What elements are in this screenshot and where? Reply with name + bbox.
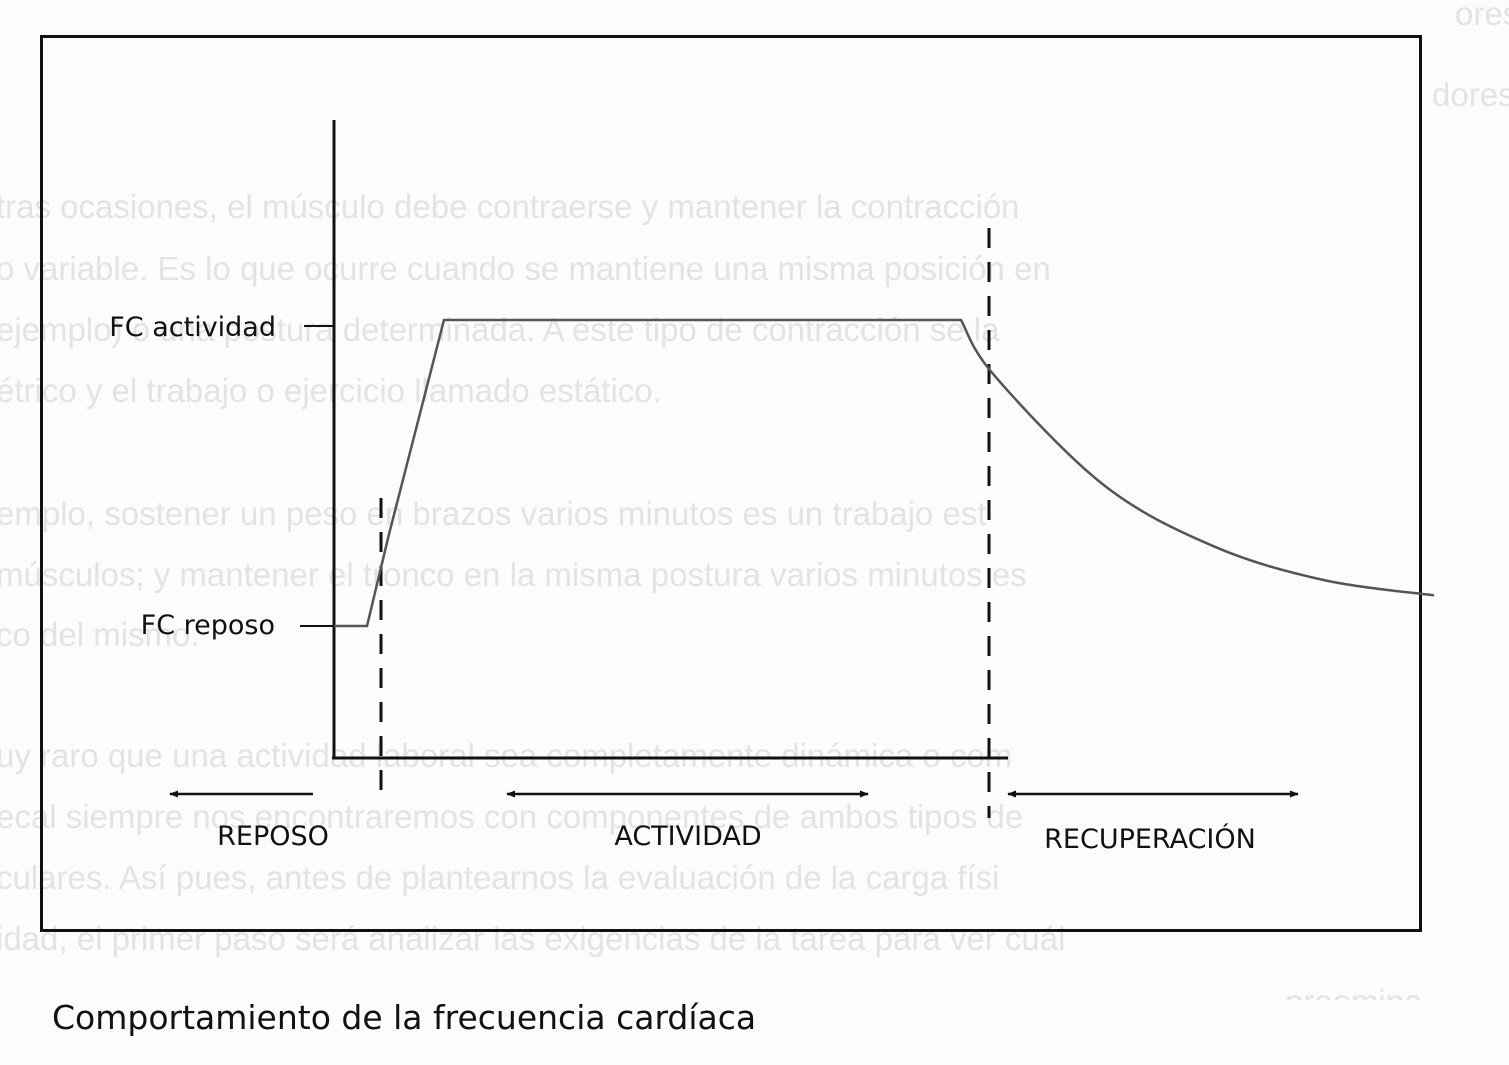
- bg-text-line: ecal siempre nos encontraremos con compo…: [0, 798, 1024, 835]
- y-label-fc-actividad: FC actividad: [109, 312, 276, 343]
- bg-text-line: co del mismo.: [0, 616, 200, 653]
- bg-text-line: culares. Así pues, antes de plantearnos …: [0, 859, 1000, 896]
- bg-text-line: tras ocasiones, el músculo debe contraer…: [0, 188, 1020, 225]
- phase-label-actividad: ACTIVIDAD: [614, 821, 761, 852]
- background-page-text: ores y la postura en una mesa es un trab…: [0, 0, 1509, 1000]
- bg-text-line: uy raro que una actividad laboral sea co…: [0, 737, 1013, 774]
- phase-label-reposo: REPOSO: [217, 821, 329, 852]
- bg-text-line: preomina.: [1285, 985, 1432, 1000]
- bg-text-line: dores.: [1432, 76, 1509, 113]
- bg-text-line: idad, el primer paso será analizar las e…: [0, 920, 1066, 957]
- bg-text-line: étrico y el trabajo o ejercicio llamado …: [0, 372, 662, 409]
- bg-text-line: o variable. Es lo que ocurre cuando se m…: [0, 250, 1051, 287]
- bg-text-line: ejemplo) o una postura determinada. A es…: [0, 311, 1000, 348]
- bg-text-line: músculos; y mantener el tronco en la mis…: [0, 556, 1027, 593]
- y-label-fc-reposo: FC reposo: [141, 610, 275, 641]
- bg-text-line: emplo, sostener un peso en brazos varios…: [0, 495, 987, 532]
- chart-frame: [40, 35, 1422, 932]
- bg-text-line: ores y la postura en una mesa es un trab…: [1455, 0, 1509, 32]
- phase-label-recuperacion: RECUPERACIÓN: [1044, 823, 1256, 855]
- heart-rate-curve: [334, 318, 1435, 628]
- figure-caption: Comportamiento de la frecuencia cardíaca: [52, 998, 757, 1037]
